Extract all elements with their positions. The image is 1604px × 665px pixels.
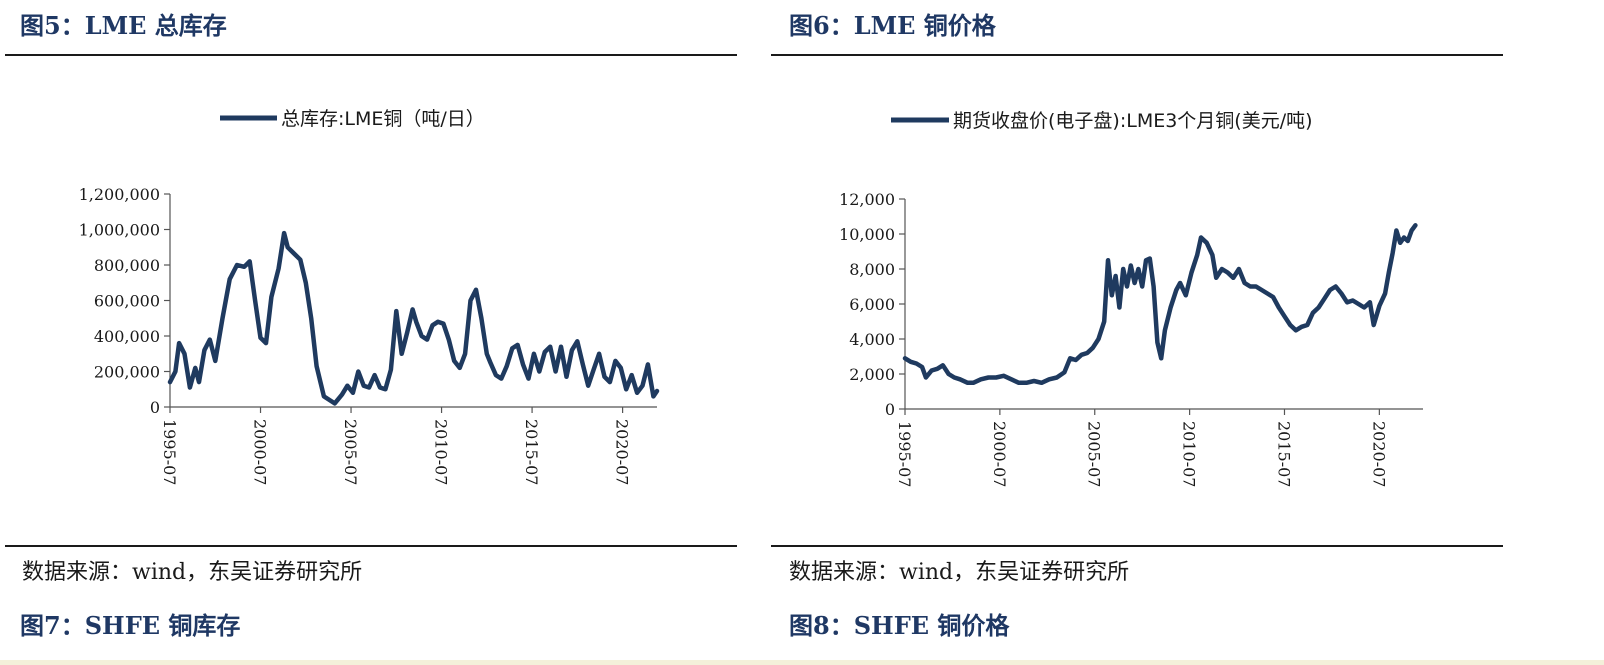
y-tick-label: 200,000 [94, 363, 160, 382]
chart-legend: 期货收盘价(电子盘):LME3个月铜(美元/吨) [891, 110, 1313, 132]
figure-title-lme-stock: 图5：LME 总库存 [20, 11, 227, 40]
x-tick-label: 1995-07 [160, 419, 179, 485]
y-tick-label: 1,000,000 [79, 221, 160, 240]
y-tick-label: 2,000 [849, 365, 895, 384]
legend-label: 总库存:LME铜（吨/日） [281, 108, 485, 130]
x-tick-label: 2000-07 [251, 419, 270, 485]
y-tick-label: 10,000 [839, 225, 895, 244]
x-tick-label: 2005-07 [341, 419, 360, 485]
y-axis: 0 2,000 4,000 6,000 8,000 10,000 12,000 [839, 190, 906, 419]
series-line-copper-price [902, 223, 1418, 386]
y-tick-label: 1,200,000 [79, 185, 160, 204]
figure-title-shfe-price: 图8：SHFE 铜价格 [789, 611, 1010, 640]
y-tick-label: 600,000 [94, 292, 160, 311]
x-tick-label: 2020-07 [613, 419, 632, 485]
x-axis: 1995-07 2000-07 2005-07 2010-07 2015-07 2020-… [895, 408, 1423, 487]
chart-legend: 总库存:LME铜（吨/日） [220, 108, 485, 130]
x-tick-label: 2020-07 [1369, 421, 1388, 487]
y-tick-label: 0 [885, 400, 895, 419]
title-rule [5, 54, 737, 56]
legend-label: 期货收盘价(电子盘):LME3个月铜(美元/吨) [953, 110, 1313, 132]
lme-price-chart: 期货收盘价(电子盘):LME3个月铜(美元/吨) 0 2,000 4,000 6,00… [839, 110, 1423, 487]
series-line-total-stock [167, 230, 660, 406]
x-tick-label: 2015-07 [1274, 421, 1293, 487]
x-axis: 1995-07 2000-07 2005-07 2010-07 2015-07 2020-… [160, 406, 657, 485]
title-rule [771, 54, 1503, 56]
figure-title-lme-price: 图6：LME 铜价格 [789, 11, 996, 40]
x-tick-label: 2010-07 [432, 419, 451, 485]
x-tick-label: 1995-07 [895, 421, 914, 487]
x-tick-label: 2010-07 [1180, 421, 1199, 487]
y-tick-label: 8,000 [849, 260, 895, 279]
y-tick-label: 6,000 [849, 295, 895, 314]
y-tick-label: 800,000 [94, 256, 160, 275]
y-tick-label: 400,000 [94, 327, 160, 346]
x-tick-label: 2005-07 [1085, 421, 1104, 487]
y-tick-label: 4,000 [849, 330, 895, 349]
source-rule [5, 545, 737, 547]
data-source: 数据来源：wind，东吴证券研究所 [22, 560, 363, 585]
x-tick-label: 2015-07 [522, 419, 541, 485]
data-source: 数据来源：wind，东吴证券研究所 [789, 560, 1130, 585]
lme-stock-chart: 总库存:LME铜（吨/日） 0 200,000 400,000 600,000 800,… [79, 108, 660, 485]
source-rule [771, 545, 1503, 547]
figure-title-shfe-stock: 图7：SHFE 铜库存 [20, 611, 241, 640]
page-bottom-strip [0, 660, 1604, 665]
x-tick-label: 2000-07 [990, 421, 1009, 487]
y-tick-label: 12,000 [839, 190, 895, 209]
y-tick-label: 0 [150, 398, 160, 417]
y-axis: 0 200,000 400,000 600,000 800,000 1,000,000 1,… [79, 185, 171, 417]
